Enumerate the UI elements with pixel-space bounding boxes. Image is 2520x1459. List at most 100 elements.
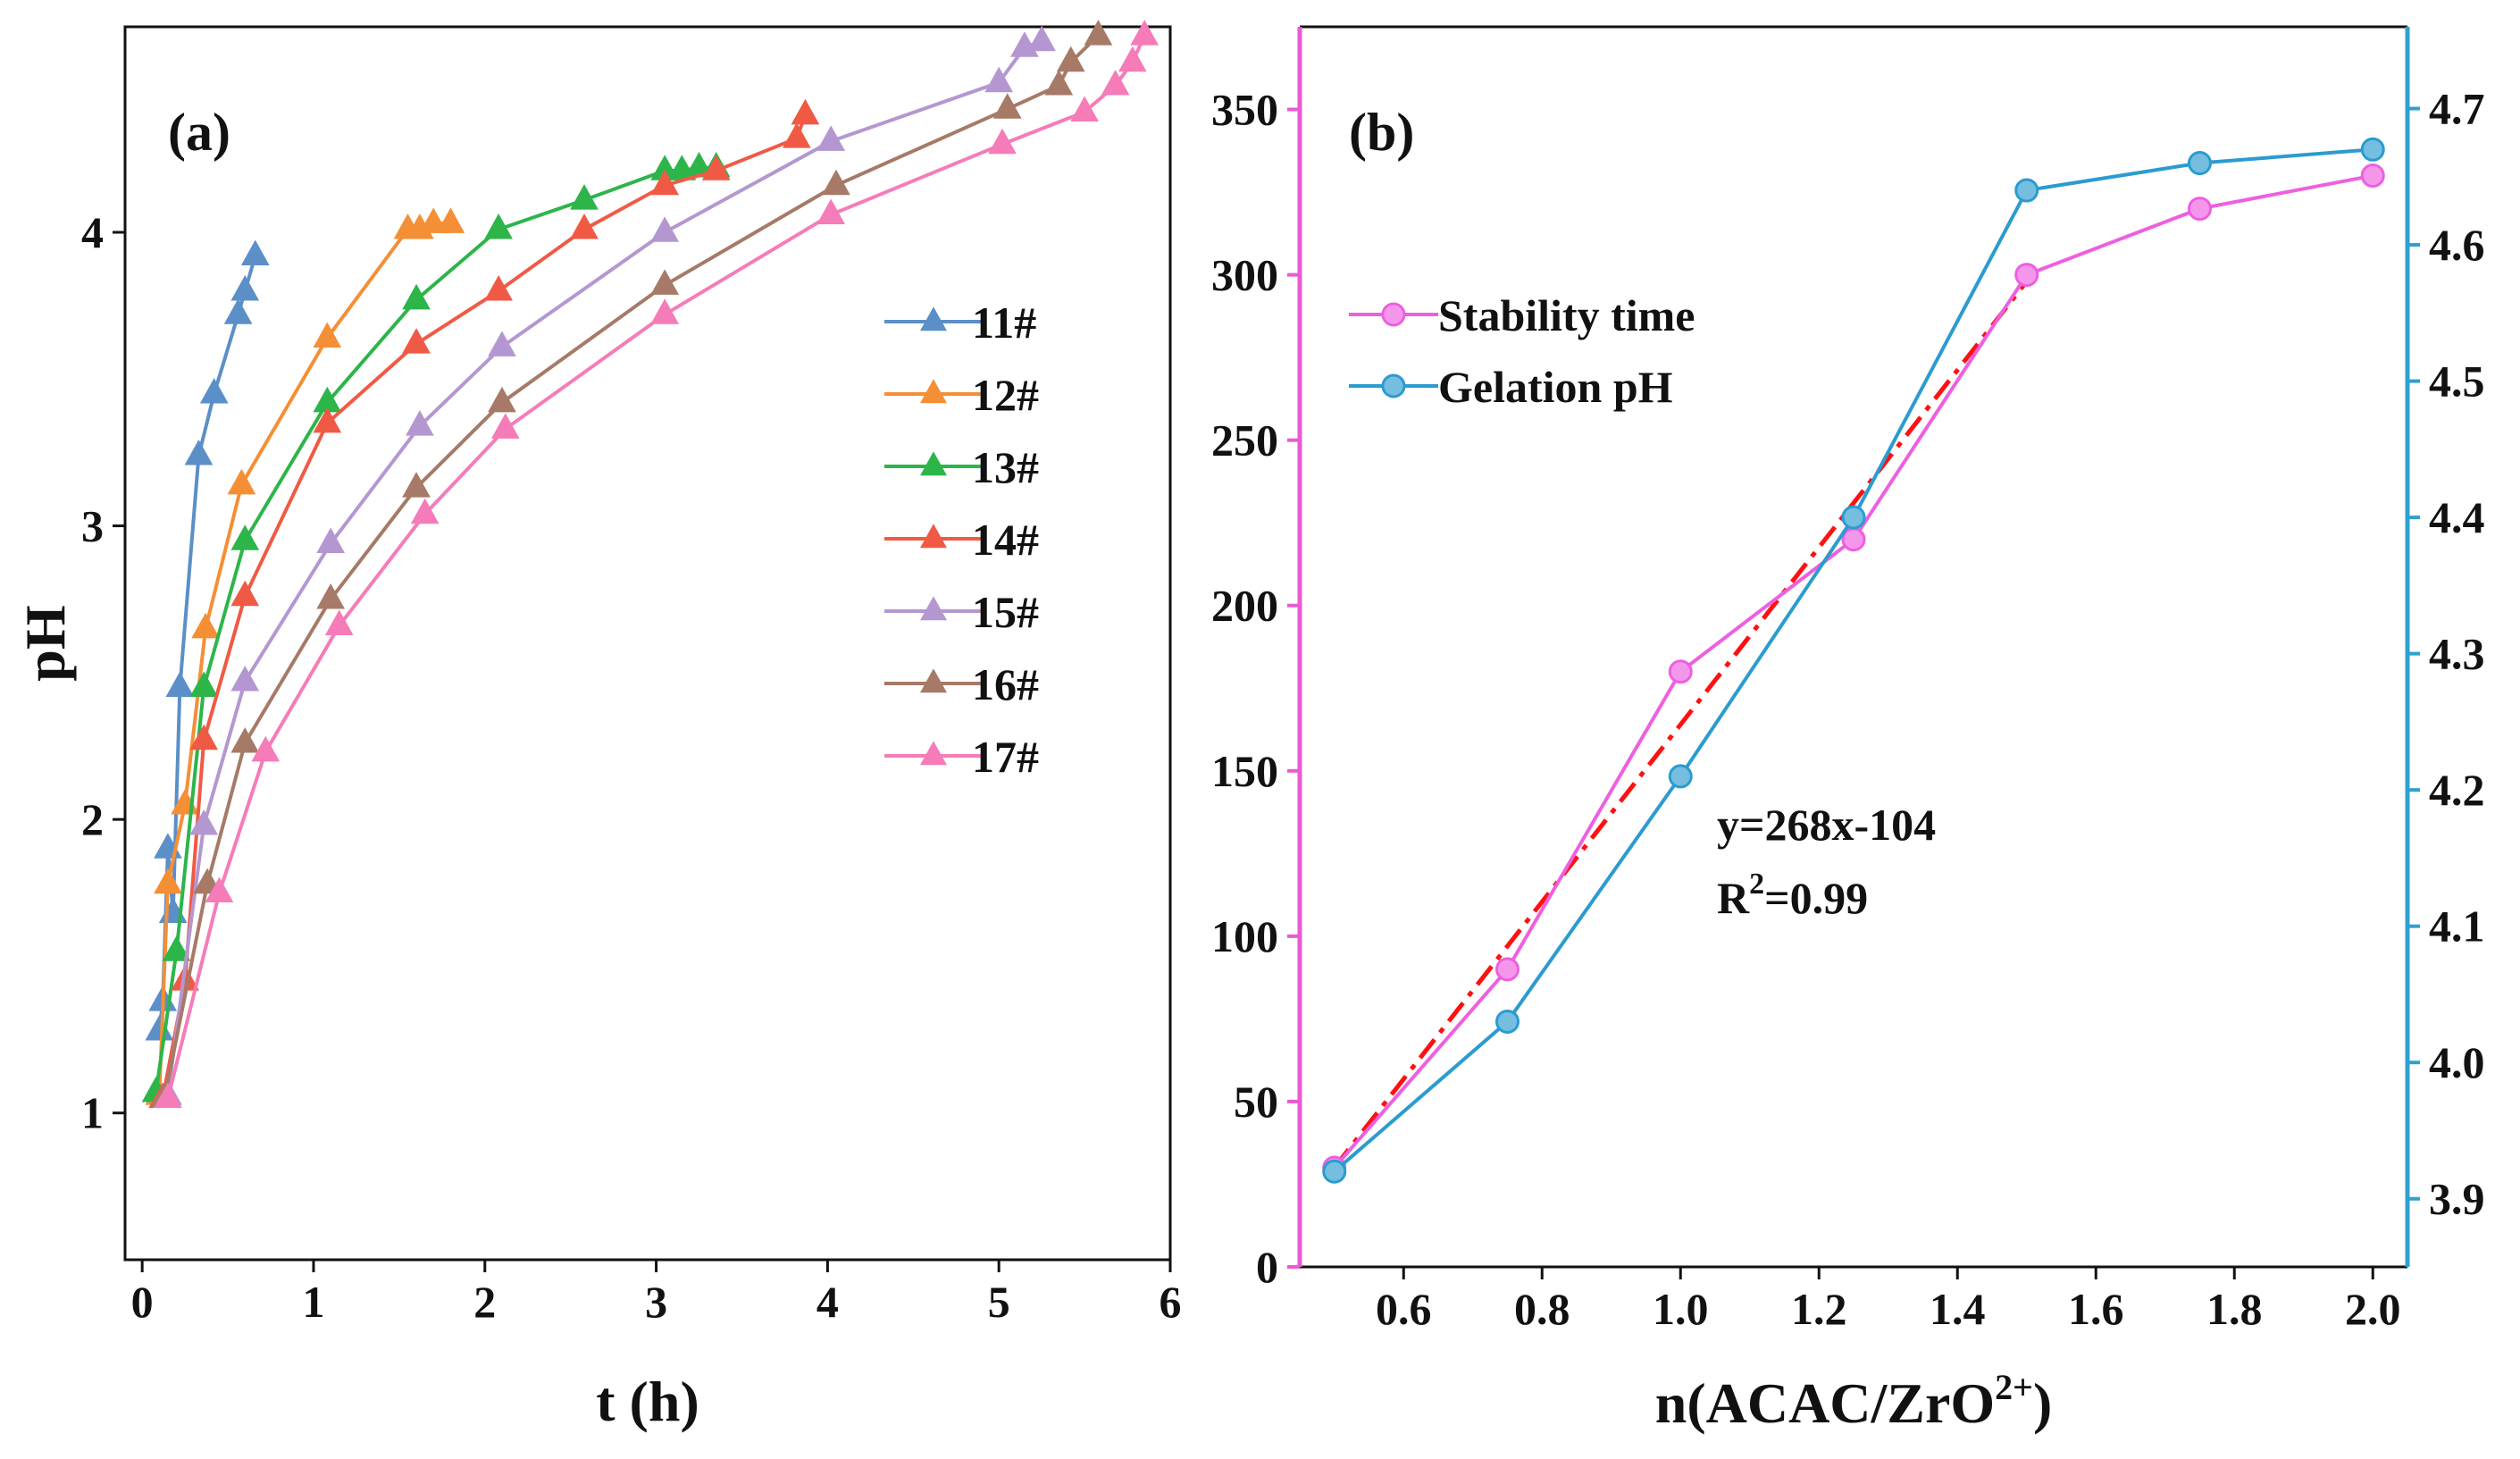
data-point-16#	[650, 269, 680, 295]
data-point-14#	[701, 155, 731, 180]
legend-marker-17#	[920, 741, 947, 766]
legend-label-17#: 17#	[972, 732, 1039, 782]
data-point-16#	[1084, 20, 1113, 46]
data-point-gelation-ph	[1841, 505, 1866, 530]
y-left-tick-label-b: 250	[1211, 415, 1278, 465]
x-tick-label-a: 2	[473, 1277, 496, 1327]
legend-label-14#: 14#	[972, 515, 1039, 565]
panel-label-b: (b)	[1349, 103, 1414, 162]
data-point-15#	[650, 216, 680, 242]
data-point-17#	[324, 609, 354, 636]
data-point-12#	[154, 868, 182, 894]
y-right-tick-label-b: 3.9	[2429, 1174, 2485, 1224]
data-point-12#	[436, 207, 465, 233]
y-axis-title-a: pH	[13, 605, 77, 681]
legend-marker-11#	[920, 306, 947, 331]
data-point-12#	[313, 322, 342, 348]
x-tick-label-b: 1.4	[1930, 1284, 1986, 1334]
data-point-gelation-ph	[2014, 178, 2039, 203]
data-point-15#	[316, 527, 346, 554]
data-point-17#	[1118, 46, 1147, 72]
data-point-stability-time	[2360, 164, 2385, 189]
data-point-15#	[230, 665, 260, 692]
panel-a: 0 1 2 3 4 5 6 1 2 3 4 t (h) pH (a) 11# 12# 13# 14# 15# 16# 1…	[13, 20, 1182, 1433]
y-tick-label-a: 3	[81, 501, 104, 551]
data-point-12#	[227, 468, 256, 495]
legend-label-12#: 12#	[972, 370, 1039, 420]
legend-label-11#: 11#	[972, 298, 1036, 348]
data-point-17#	[1130, 20, 1160, 46]
data-point-15#	[488, 331, 516, 356]
legend-marker-16#	[920, 668, 947, 693]
data-point-14#	[650, 169, 680, 196]
y-tick-label-a: 1	[81, 1088, 104, 1138]
legend-label-b: Gelation pH	[1438, 362, 1673, 412]
y-left-tick-label-b: 300	[1211, 250, 1278, 300]
data-point-14#	[313, 407, 342, 433]
y-left-tick-label-b: 100	[1211, 911, 1278, 961]
data-point-17#	[490, 413, 520, 439]
data-point-stability-time	[1668, 659, 1693, 684]
y-tick-label-a: 2	[81, 794, 104, 844]
x-tick-label-b: 1.0	[1653, 1284, 1709, 1334]
y-right-tick-label-b: 4.0	[2429, 1037, 2485, 1087]
y-right-tick-label-b: 4.4	[2429, 492, 2485, 542]
legend-label-b: Stability time	[1438, 290, 1695, 340]
data-point-16#	[316, 583, 346, 609]
x-tick-label-b: 1.8	[2206, 1284, 2263, 1334]
data-point-14#	[484, 274, 513, 301]
legend-label-13#: 13#	[972, 442, 1039, 492]
data-point-13#	[484, 213, 513, 239]
x-axis-title-b: n(ACAC/ZrO2+)	[1655, 1367, 2053, 1435]
data-point-16#	[1044, 69, 1074, 96]
panel-b: 0.6 0.8 1.0 1.2 1.4 1.6 1.8 2.0 0 50 100 150 200 250 3…	[1211, 25, 2485, 1435]
data-point-14#	[791, 98, 820, 125]
data-point-11#	[240, 239, 270, 266]
y-right-tick-label-b: 4.2	[2429, 765, 2485, 815]
legend-marker-13#	[920, 451, 947, 476]
y-left-tick-label-b: 350	[1211, 85, 1278, 135]
x-tick-label-b: 2.0	[2345, 1284, 2401, 1334]
data-point-17#	[1070, 96, 1099, 122]
x-tick-label-b: 1.6	[2068, 1284, 2124, 1334]
y-left-tick-label-b: 150	[1211, 746, 1278, 796]
data-point-13#	[230, 524, 260, 550]
data-point-11#	[165, 671, 195, 698]
data-point-16#	[488, 386, 516, 413]
y-left-tick-label-b: 200	[1211, 581, 1278, 631]
legend-marker-b	[1381, 373, 1406, 398]
fit-r-squared: R2=0.99	[1717, 868, 1868, 923]
data-point-16#	[1056, 46, 1085, 72]
x-tick-label-a: 1	[302, 1277, 324, 1327]
data-point-16#	[402, 472, 431, 498]
y-tick-label-a: 4	[81, 207, 104, 257]
series-line-14#	[161, 113, 808, 1099]
y-right-tick-label-b: 4.6	[2429, 220, 2485, 270]
data-point-17#	[410, 498, 440, 524]
data-point-17#	[988, 128, 1017, 155]
y-right-tick-label-b: 4.1	[2429, 901, 2485, 952]
y-right-tick-label-b: 4.3	[2429, 629, 2485, 679]
data-point-17#	[154, 1082, 182, 1109]
plot-frame-a	[123, 25, 1172, 1262]
data-point-gelation-ph	[2360, 137, 2385, 162]
data-point-stability-time	[2188, 197, 2212, 222]
legend-marker-b	[1381, 302, 1406, 327]
legend-marker-15#	[920, 596, 947, 621]
y-right-tick-label-b: 4.5	[2429, 356, 2485, 407]
data-point-gelation-ph	[1322, 1159, 1347, 1184]
x-tick-label-b: 0.8	[1514, 1284, 1570, 1334]
data-point-11#	[223, 298, 253, 324]
x-tick-label-b: 0.6	[1376, 1284, 1432, 1334]
data-point-15#	[1027, 25, 1056, 52]
data-point-14#	[570, 213, 599, 239]
data-point-14#	[230, 580, 260, 607]
data-point-17#	[205, 876, 234, 903]
data-point-13#	[189, 671, 219, 698]
y-left-tick-label-b: 0	[1256, 1242, 1278, 1292]
data-point-17#	[650, 298, 680, 324]
data-point-16#	[822, 169, 850, 196]
data-point-13#	[402, 283, 431, 310]
